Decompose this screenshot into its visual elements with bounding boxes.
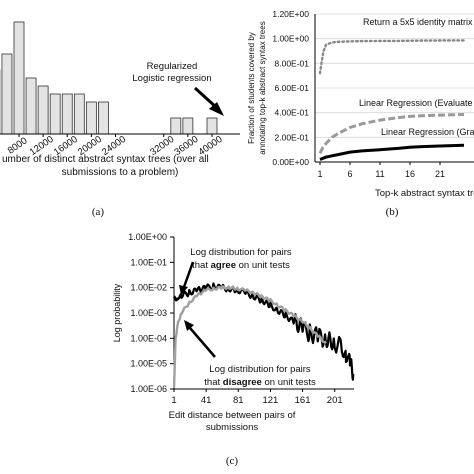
panel-a-bar [49, 93, 61, 135]
agree-pre: that [192, 260, 211, 271]
agree-bold: agree [211, 260, 236, 271]
panel-b-caption: (b) [386, 206, 399, 218]
panel-c-series-line [172, 285, 327, 389]
panel-b-x-tick-label: 11 [375, 169, 384, 179]
panel-c-x-tick-label: 41 [201, 395, 212, 406]
panel-a-bar [73, 93, 85, 135]
panel-c-x-label-line1: Edit distance between pairs of [169, 410, 296, 421]
panel-b-series-line [319, 143, 465, 161]
panel-b-series-line [318, 39, 466, 75]
panel-c-y-tick-label: 1.00E-06 [130, 384, 167, 394]
panel-c-y-tick-label: 1.00E-02 [130, 283, 167, 293]
panel-b-x-tick-label: 21 [435, 169, 445, 179]
disagree-post: on unit tests [262, 377, 316, 388]
panel-a-annotation-arrow [193, 86, 219, 110]
panel-c-x-tick-label: 121 [262, 395, 278, 406]
panel-c-disagree-arrow [189, 327, 216, 358]
panel-c-y-tick-label: 1.00E-05 [130, 359, 167, 369]
panel-a-bar [13, 21, 25, 135]
panel-a-annotation-arrowhead [209, 102, 224, 116]
panel-a-bar [98, 101, 109, 135]
panel-a-bar [1, 53, 13, 135]
panel-a-x-label-line1: umber of distinct abstract syntax trees … [2, 154, 209, 165]
panel-c-y-label: Log probability [112, 283, 122, 342]
panel-c-y-tick-label: 1.00E-01 [130, 257, 167, 267]
panel-c-x-tick-label: 161 [295, 395, 311, 406]
panel-c-annotation-disagree-line2: that disagree on unit tests [204, 377, 316, 388]
panel-b-y-tick-label: 1.20E+00 [272, 9, 309, 19]
panel-b-legend-grad: Linear Regression (Grad [381, 127, 474, 137]
panel-c-annotation-agree-line2: that agree on unit tests [192, 260, 290, 271]
panel-a-bar [25, 77, 37, 135]
panel-b-y-tick-label: 0.00E+00 [272, 157, 309, 167]
panel-c-caption: (c) [226, 455, 239, 467]
panel-c-annotation-agree-line1: Log distribution for pairs [190, 247, 292, 258]
panel-b-y-tick-label: 8.00E-01 [275, 58, 310, 68]
panel-c-x-tick-label: 81 [233, 395, 244, 406]
panel-c-log-line-chart: 1.00E-06 1.00E-05 1.00E-04 1.00E-03 1.00E-02… [112, 232, 355, 467]
panel-a-x-label-line2: submissions to a problem) [62, 167, 179, 178]
panel-a-bar [37, 85, 49, 135]
disagree-bold: disagree [223, 377, 262, 388]
panel-a-annotation-line1: Regularized [147, 61, 198, 72]
panel-c-series-line [173, 282, 355, 381]
panel-b-y-tick-label: 4.00E-01 [275, 108, 310, 118]
panel-c-y-tick-label: 1.00E+00 [128, 232, 167, 242]
panel-c-x-tick-label: 1 [171, 395, 176, 406]
panel-b-legend-evaluate: Linear Regression (Evaluate [359, 98, 473, 108]
panel-a-annotation-line2: Logistic regression [132, 73, 211, 84]
panel-b-x-tick-label: 1 [317, 169, 322, 179]
panel-b-x-tick-label: 16 [405, 169, 415, 179]
panel-c-y-tick-label: 1.00E-03 [130, 308, 167, 318]
panel-b-series-line [318, 113, 465, 155]
panel-b-y-label-line2: annotating top-k abstract syntax trees [258, 21, 267, 154]
panel-a-caption: (a) [92, 206, 105, 218]
panel-b-y-tick-label: 2.00E-01 [275, 132, 310, 142]
panel-a-bar [182, 117, 194, 135]
agree-post: on unit tests [236, 260, 290, 271]
panel-a-bar [206, 117, 218, 135]
disagree-pre: that [204, 377, 223, 388]
panel-c-disagree-arrowhead [184, 320, 194, 331]
panel-a-bar [61, 93, 73, 135]
panel-c-agree-arrow [182, 261, 195, 288]
panel-c-y-tick-label: 1.00E-04 [130, 333, 167, 343]
panel-b-line-chart: 0.00E+00 2.00E-01 4.00E-01 6.00E-01 8.00E-01… [247, 9, 474, 218]
panel-c-x-label-line2: submissions [206, 422, 259, 433]
panel-a-bar [170, 117, 182, 135]
panel-b-x-label: Top-k abstract syntax trees [375, 188, 474, 199]
panel-b-y-label-line1: Fraction of students covered by [247, 32, 256, 144]
panel-b-y-tick-label: 6.00E-01 [275, 83, 310, 93]
panel-c-annotation-disagree-line1: Log distribution for pairs [209, 364, 311, 375]
panel-a-bar [85, 101, 97, 135]
panel-c-agree-arrowhead [179, 285, 188, 295]
panel-b-x-tick-label: 6 [347, 169, 352, 179]
panel-b-legend-identity: Return a 5x5 identity matrix [363, 17, 473, 27]
panel-b-y-tick-label: 1.00E+00 [272, 34, 309, 44]
panel-c-x-tick-label: 201 [327, 395, 343, 406]
